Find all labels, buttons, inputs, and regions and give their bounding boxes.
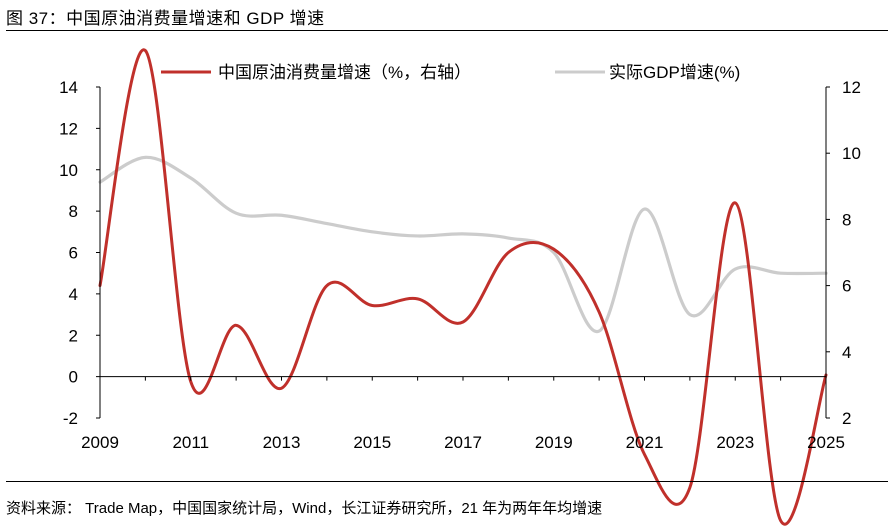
left-tick-label: 8 xyxy=(69,202,78,221)
x-tick-label: 2009 xyxy=(81,433,119,452)
left-tick-label: 12 xyxy=(59,119,78,138)
x-tick-label: 2011 xyxy=(172,433,209,452)
right-tick-label: 6 xyxy=(842,277,851,296)
left-tick-label: 0 xyxy=(69,368,78,387)
x-tick-label: 2015 xyxy=(353,433,391,452)
left-tick-label: 14 xyxy=(59,78,78,97)
right-tick-label: 4 xyxy=(842,343,851,362)
top-rule xyxy=(6,30,888,31)
left-tick-label: 6 xyxy=(69,244,78,263)
legend-item-crude-oil-label: 中国原油消费量增速（%，右轴） xyxy=(218,63,471,82)
bottom-rule xyxy=(6,481,888,482)
series-line-gdp xyxy=(98,155,828,333)
left-tick-label: 2 xyxy=(69,326,78,345)
source-note: 资料来源： Trade Map，中国国家统计局，Wind，长江证券研究所，21 … xyxy=(6,500,603,517)
x-tick-label: 2019 xyxy=(535,433,573,452)
x-tick-label: 2023 xyxy=(716,433,754,452)
x-tick-label: 2025 xyxy=(807,433,845,452)
right-tick-label: 8 xyxy=(842,210,851,229)
x-tick-label: 2021 xyxy=(626,433,664,452)
right-tick-label: 10 xyxy=(842,144,861,163)
left-tick-label: -2 xyxy=(63,409,78,428)
left-tick-label: 4 xyxy=(69,285,78,304)
figure-title: 图 37：中国原油消费量增速和 GDP 增速 xyxy=(6,9,325,28)
right-tick-label: 12 xyxy=(842,78,861,97)
x-tick-label: 2017 xyxy=(444,433,482,452)
x-tick-label: 2013 xyxy=(263,433,301,452)
series-line-crude-oil xyxy=(98,48,828,526)
right-tick-label: 2 xyxy=(842,409,851,428)
legend-item-gdp-label: 实际GDP增速(%) xyxy=(609,63,740,82)
legend: 中国原油消费量增速（%，右轴） 实际GDP增速(%) xyxy=(161,63,740,82)
left-tick-label: 10 xyxy=(59,161,78,180)
